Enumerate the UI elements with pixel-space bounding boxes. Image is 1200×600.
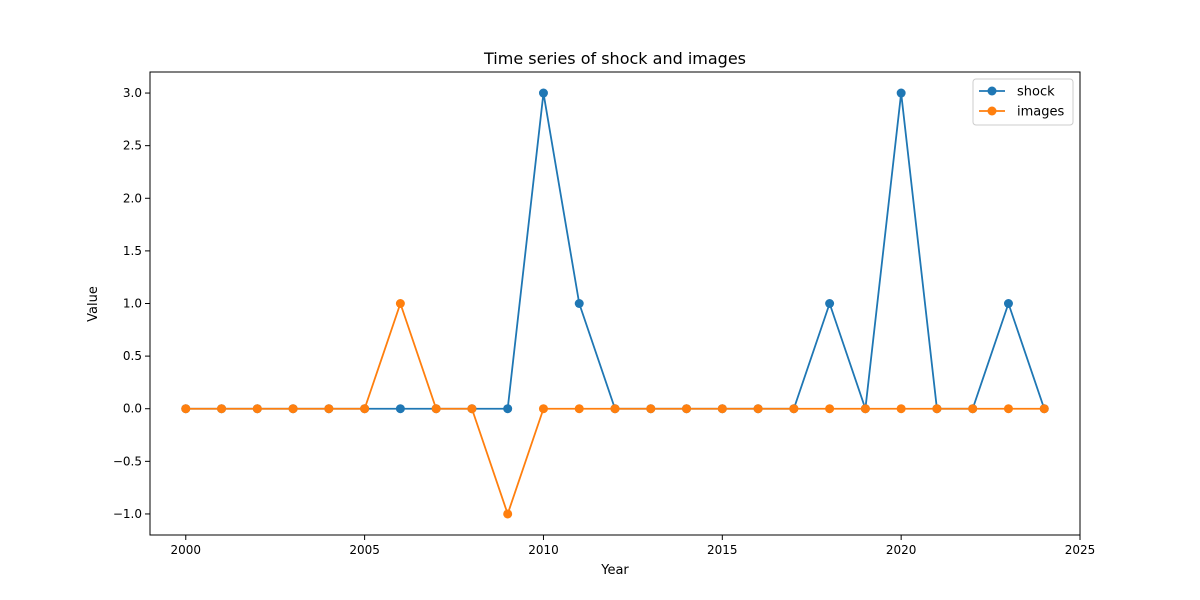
data-point-images [217, 404, 227, 414]
data-point-images [324, 404, 334, 414]
data-point-shock [1003, 299, 1013, 308]
data-point-images [932, 404, 942, 414]
data-point-images [968, 404, 978, 414]
data-point-shock [538, 88, 548, 98]
data-point-images [252, 404, 262, 414]
y-tick-label: 0.5 [123, 349, 142, 363]
data-point-images [1003, 404, 1013, 414]
data-point-images [860, 404, 870, 414]
data-point-images [288, 404, 298, 414]
x-axis-label: Year [600, 563, 629, 578]
data-point-shock [574, 299, 584, 308]
data-point-images [717, 404, 727, 414]
data-point-images [395, 299, 405, 308]
data-point-shock [395, 404, 405, 414]
data-point-images [360, 404, 370, 414]
data-point-images [682, 404, 692, 414]
legend-marker-shock [987, 86, 997, 96]
data-point-images [467, 404, 477, 414]
data-point-images [538, 404, 548, 414]
y-axis: −1.0 −0.5 0.0 0.5 1.0 1.5 2.0 2.5 3.0 [113, 86, 150, 521]
legend-label-images: images [1017, 105, 1064, 120]
x-tick-label: 2025 [1065, 543, 1096, 557]
y-tick-label: −1.0 [113, 507, 142, 521]
data-point-images [431, 404, 441, 414]
x-tick-label: 2010 [528, 543, 559, 557]
x-tick-label: 2000 [170, 543, 201, 557]
y-tick-label: −0.5 [113, 454, 142, 468]
y-tick-label: 1.0 [123, 297, 142, 311]
data-point-images [181, 404, 191, 414]
x-tick-label: 2020 [886, 543, 917, 557]
x-tick-label: 2005 [349, 543, 380, 557]
data-point-shock [896, 88, 906, 98]
series-layer [181, 88, 1049, 519]
y-tick-label: 2.0 [123, 191, 142, 205]
y-tick-label: 1.5 [123, 244, 142, 258]
legend-label-shock: shock [1017, 85, 1055, 100]
legend-marker-images [987, 106, 997, 116]
data-point-images [1039, 404, 1049, 414]
data-point-images [503, 509, 513, 519]
y-axis-label: Value [86, 286, 101, 322]
x-tick-label: 2015 [707, 543, 738, 557]
y-tick-label: 2.5 [123, 139, 142, 153]
data-point-shock [825, 299, 835, 308]
data-point-images [646, 404, 656, 414]
data-point-images [896, 404, 906, 414]
legend: shock images [972, 78, 1074, 126]
chart-title: Time series of shock and images [483, 49, 746, 68]
data-point-images [825, 404, 835, 414]
data-point-images [610, 404, 620, 414]
data-point-images [753, 404, 763, 414]
y-tick-label: 3.0 [123, 86, 142, 100]
data-point-images [574, 404, 584, 414]
x-axis: 2000 2005 2010 2015 2020 2025 [170, 535, 1095, 557]
plot-frame [149, 71, 1081, 536]
data-point-images [789, 404, 799, 414]
y-tick-label: 0.0 [123, 402, 142, 416]
plot-area [150, 72, 1080, 535]
data-point-shock [503, 404, 513, 414]
